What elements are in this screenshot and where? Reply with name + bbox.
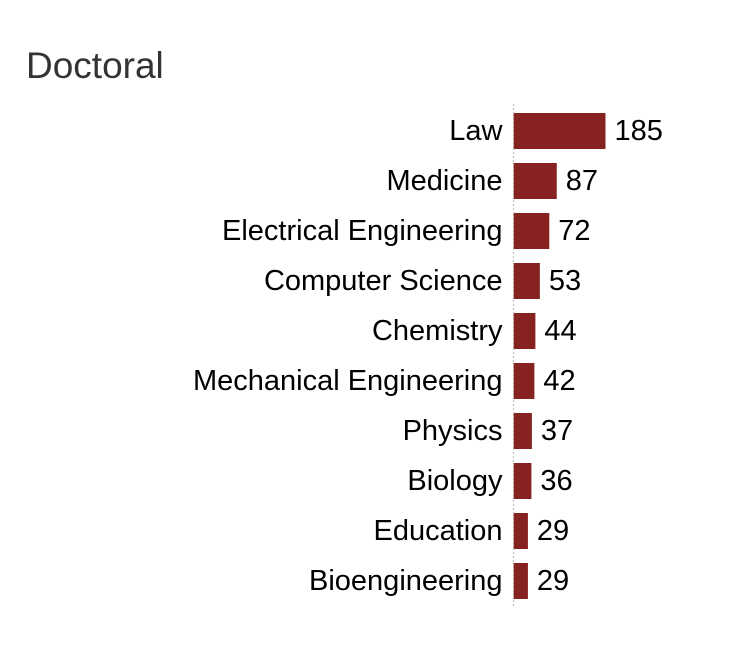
category-label: Education xyxy=(374,515,503,547)
bar-row: Education 29 xyxy=(374,513,569,549)
value-label: 72 xyxy=(558,215,590,247)
bar-row: Electrical Engineering 72 xyxy=(222,213,591,249)
value-label: 29 xyxy=(537,565,569,597)
bar-row: Law 185 xyxy=(449,113,663,149)
bar xyxy=(513,163,557,199)
bar xyxy=(513,313,536,349)
bar xyxy=(513,363,535,399)
bar xyxy=(513,113,606,149)
bars-layer: Law 185 Medicine 87 Electrical Engineering 72… xyxy=(193,113,663,599)
value-label: 37 xyxy=(541,415,573,447)
category-label: Computer Science xyxy=(264,265,503,297)
bar xyxy=(513,263,540,299)
value-label: 44 xyxy=(544,315,576,347)
bar-row: Chemistry 44 xyxy=(372,313,577,349)
category-label: Medicine xyxy=(386,165,502,197)
bar-row: Physics 37 xyxy=(403,413,573,449)
value-label: 53 xyxy=(549,265,581,297)
category-label: Chemistry xyxy=(372,315,503,347)
category-label: Mechanical Engineering xyxy=(193,365,503,397)
bar xyxy=(513,413,532,449)
bar-row: Bioengineering 29 xyxy=(309,563,569,599)
bar-row: Medicine 87 xyxy=(386,163,598,199)
bar xyxy=(513,563,528,599)
value-label: 185 xyxy=(615,115,663,147)
bar xyxy=(513,463,532,499)
value-label: 87 xyxy=(566,165,598,197)
value-label: 42 xyxy=(543,365,575,397)
category-label: Bioengineering xyxy=(309,565,502,597)
bar xyxy=(513,213,550,249)
category-label: Biology xyxy=(407,465,503,497)
value-label: 36 xyxy=(540,465,572,497)
category-label: Physics xyxy=(403,415,503,447)
bar-row: Biology 36 xyxy=(407,463,573,499)
value-label: 29 xyxy=(537,515,569,547)
chart-title: Doctoral xyxy=(26,45,164,86)
bar xyxy=(513,513,528,549)
bar-row: Mechanical Engineering 42 xyxy=(193,363,576,399)
category-label: Law xyxy=(449,115,503,147)
bar-row: Computer Science 53 xyxy=(264,263,581,299)
category-label: Electrical Engineering xyxy=(222,215,502,247)
